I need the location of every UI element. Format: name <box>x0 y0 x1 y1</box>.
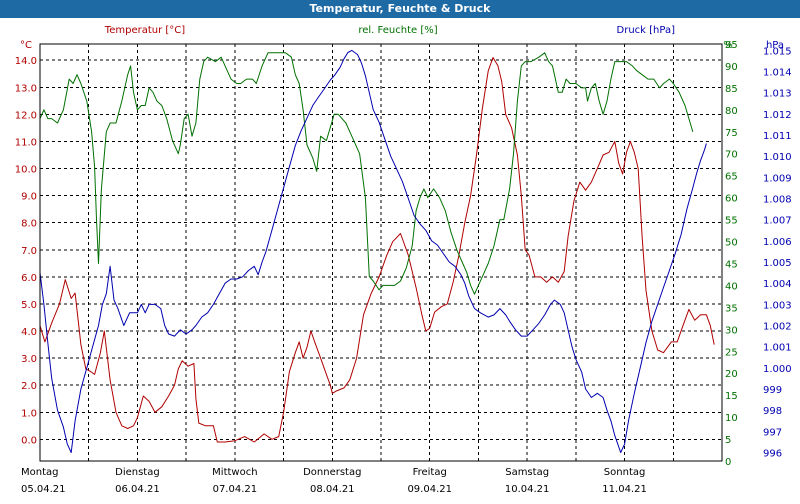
temperature-line <box>39 57 715 443</box>
temperature-tick-label: 0.0 <box>21 435 37 446</box>
temperature-tick-label: 2.0 <box>21 381 37 392</box>
pressure-tick-label: 1.007 <box>763 216 792 227</box>
date-label: 08.04.21 <box>310 484 355 495</box>
pressure-tick-label: 1.003 <box>763 300 792 311</box>
pressure-tick-label: 998 <box>763 406 782 417</box>
humidity-tick-label: 30 <box>725 325 738 336</box>
temperature-tick-label: 11.0 <box>15 137 37 148</box>
date-label: 09.04.21 <box>407 484 452 495</box>
day-label: Mittwoch <box>212 467 257 478</box>
humidity-tick-label: 15 <box>725 391 738 402</box>
day-label: Samstag <box>505 467 549 478</box>
date-label: 10.04.21 <box>505 484 550 495</box>
weather-chart: 0.0 1.0 2.0 3.0 4.0 5.0 6.0 7.0 8.0 9.0 10.0 11.0 12… <box>15 25 792 495</box>
axis-labels: 0.0 1.0 2.0 3.0 4.0 5.0 6.0 7.0 8.0 9.0 10.0 11.0 12… <box>15 25 792 495</box>
pressure-tick-label: 1.011 <box>763 131 792 142</box>
day-label: Freitag <box>413 467 447 478</box>
pressure-tick-label: 1.013 <box>763 89 792 100</box>
pressure-tick-label: 997 <box>763 427 782 438</box>
pressure-tick-label: 999 <box>763 385 782 396</box>
day-label: Dienstag <box>115 467 160 478</box>
temperature-unit-label: °C <box>20 40 32 51</box>
temperature-tick-label: 10.0 <box>15 165 37 176</box>
day-label: Montag <box>21 467 58 478</box>
humidity-tick-label: 10 <box>725 413 738 424</box>
temperature-tick-label: 12.0 <box>15 110 37 121</box>
pressure-tick-label: 1.002 <box>763 322 792 333</box>
pressure-tick-label: 1.008 <box>763 195 792 206</box>
humidity-tick-label: 60 <box>725 194 738 205</box>
humidity-line <box>39 52 694 295</box>
temperature-tick-label: 3.0 <box>21 354 37 365</box>
humidity-tick-label: 75 <box>725 128 738 139</box>
humidity-tick-label: 5 <box>725 435 731 446</box>
day-label: Donnerstag <box>303 467 361 478</box>
temperature-tick-label: 4.0 <box>21 327 37 338</box>
series-lines <box>39 49 715 453</box>
pressure-tick-label: 1.000 <box>763 364 792 375</box>
humidity-unit-label: % <box>723 40 733 51</box>
humidity-tick-label: 20 <box>725 369 738 380</box>
temperature-tick-label: 13.0 <box>15 83 37 94</box>
humidity-tick-label: 95 <box>725 40 738 51</box>
humidity-tick-label: 55 <box>725 216 738 227</box>
temperature-tick-label: 8.0 <box>21 219 37 230</box>
day-label: Sonntag <box>604 467 646 478</box>
pressure-tick-label: 1.015 <box>763 46 792 57</box>
humidity-tick-label: 85 <box>725 84 738 95</box>
temperature-tick-label: 1.0 <box>21 408 37 419</box>
pressure-tick-label: 1.006 <box>763 237 792 248</box>
date-label: 06.04.21 <box>115 484 160 495</box>
pressure-tick-label: 1.005 <box>763 258 792 269</box>
humidity-tick-label: 25 <box>725 347 738 358</box>
humidity-tick-label: 65 <box>725 172 738 183</box>
temperature-tick-label: 7.0 <box>21 246 37 257</box>
humidity-tick-label: 0 <box>725 457 731 468</box>
date-label: 11.04.21 <box>602 484 647 495</box>
temperature-tick-label: 6.0 <box>21 273 37 284</box>
humidity-tick-label: 70 <box>725 150 738 161</box>
humidity-tick-label: 90 <box>725 62 738 73</box>
pressure-tick-label: 1.010 <box>763 152 792 163</box>
pressure-tick-label: 1.004 <box>763 279 792 290</box>
temperature-tick-label: 5.0 <box>21 300 37 311</box>
plot-frame <box>39 43 723 462</box>
temperature-tick-label: 14.0 <box>15 56 37 67</box>
humidity-tick-label: 80 <box>725 106 738 117</box>
pressure-tick-label: 1.001 <box>763 343 792 354</box>
humidity-tick-label: 40 <box>725 281 738 292</box>
window-title: Temperatur, Feuchte & Druck <box>0 0 800 18</box>
humidity-tick-label: 45 <box>725 259 738 270</box>
pressure-unit-label: hPa <box>766 40 784 51</box>
date-label: 07.04.21 <box>213 484 258 495</box>
pressure-line <box>39 49 707 453</box>
humidity-tick-label: 50 <box>725 238 738 249</box>
plot-border <box>39 43 723 462</box>
humidity-tick-label: 35 <box>725 303 738 314</box>
pressure-tick-label: 1.014 <box>763 68 792 79</box>
legend-temperature: Temperatur [°C] <box>104 25 185 36</box>
pressure-tick-label: 1.009 <box>763 173 792 184</box>
temperature-tick-label: 9.0 <box>21 192 37 203</box>
pressure-tick-label: 996 <box>763 449 782 460</box>
legend-humidity: rel. Feuchte [%] <box>358 25 437 36</box>
chart-area: 0.0 1.0 2.0 3.0 4.0 5.0 6.0 7.0 8.0 9.0 10.0 11.0 12… <box>0 18 800 504</box>
legend-pressure: Druck [hPa] <box>617 25 676 36</box>
pressure-tick-label: 1.012 <box>763 110 792 121</box>
date-label: 05.04.21 <box>21 484 66 495</box>
